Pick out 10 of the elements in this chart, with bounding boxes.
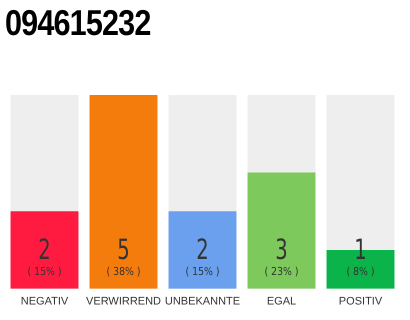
data-label: 2 ( 15% ) <box>186 233 220 278</box>
data-label: 3 ( 23% ) <box>264 233 298 278</box>
data-label: 5 ( 38% ) <box>106 233 140 278</box>
x-tick-label: UNBEKANNTE <box>164 295 240 308</box>
x-tick-label: VERWIRREND <box>86 295 162 308</box>
x-tick-label: POSITIV <box>338 295 383 308</box>
x-tick-label: NEGATIV <box>20 295 69 308</box>
x-tick-label: EGAL <box>266 295 296 308</box>
chart-title: 094615232 <box>5 2 151 44</box>
data-label: 2 ( 15% ) <box>28 233 62 278</box>
